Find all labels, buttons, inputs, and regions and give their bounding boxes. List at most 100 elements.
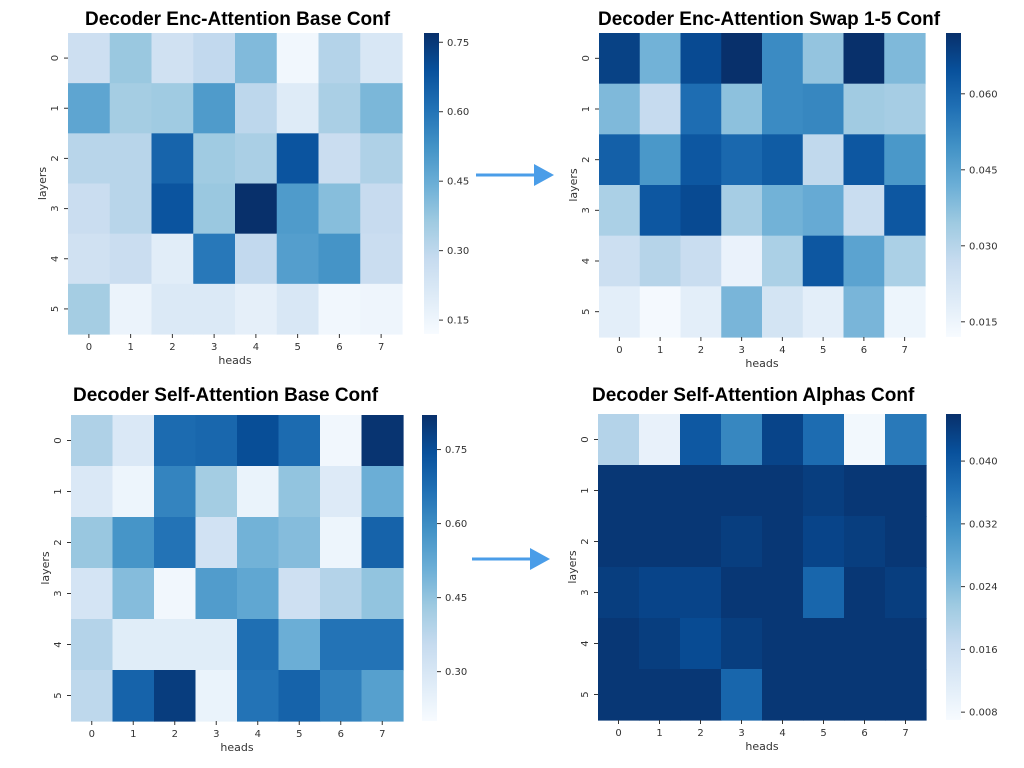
heatmap-cell-r0-c4 (762, 414, 804, 466)
heatmap-cell-r5-c6 (320, 670, 363, 722)
heatmap-cell-r0-c5 (802, 33, 845, 85)
heatmap-cell-r4-c6 (318, 233, 361, 285)
heatmap-cell-r5-c0 (599, 286, 641, 338)
colorbar: 0.15 0.30 0.45 0.60 0.75 (424, 33, 469, 334)
heatmap-cell-r2-c3 (195, 517, 238, 569)
y-axis-label: layers (567, 168, 580, 202)
heatmap-cell-r0-c1 (109, 33, 153, 84)
heatmap-cell-r0-c7 (885, 414, 927, 466)
x-tick-label: 7 (379, 729, 385, 740)
heatmap-cell-r5-c0 (71, 670, 114, 722)
y-tick-label: 5 (581, 308, 592, 314)
heatmap-cell-r5-c4 (762, 286, 804, 338)
heatmap-cell-r0-c3 (721, 33, 763, 85)
colorbar-tick-label: 0.45 (447, 177, 469, 188)
y-tick-label: 2 (50, 155, 61, 161)
heatmap-cell-r5-c1 (109, 283, 153, 335)
heatmap-cell-r4-c0 (599, 235, 641, 287)
heatmap-cell-r1-c3 (193, 83, 236, 134)
heatmap-cell-r0-c1 (639, 33, 682, 85)
x-tick-label: 6 (861, 728, 867, 739)
heatmap-cell-r3-c4 (762, 567, 804, 619)
heatmap-cell-r0-c6 (844, 414, 886, 466)
heatmap-cell-r2-c7 (361, 517, 404, 569)
y-tick-label: 3 (580, 589, 591, 595)
heatmap-cell-r4-c7 (360, 233, 403, 285)
colorbar-tick-label: 0.016 (969, 645, 998, 656)
heatmap-cell-r2-c6 (844, 516, 886, 568)
heatmap-cell-r4-c7 (361, 619, 404, 671)
heatmap-cell-r3-c1 (109, 183, 153, 235)
y-tick-label: 3 (50, 205, 61, 211)
heatmap-cell-r1-c5 (802, 83, 845, 135)
heatmap-cell-r1-c2 (151, 83, 194, 134)
heatmap-cell-r2-c4 (235, 133, 278, 185)
heatmap-cell-r5-c4 (762, 669, 804, 721)
y-tick-label: 5 (580, 691, 591, 697)
heatmap-cell-r5-c2 (680, 286, 722, 338)
x-tick-label: 5 (820, 728, 826, 739)
heatmap-cell-r2-c2 (154, 517, 197, 569)
heatmap-cell-r0-c4 (235, 33, 278, 84)
x-tick-label: 5 (294, 342, 300, 353)
heatmap-cell-r0-c0 (71, 415, 114, 467)
heatmap-cell-r0-c1 (639, 414, 681, 466)
heatmap-cell-r4-c4 (237, 619, 280, 671)
colorbar-tick-label: 0.60 (447, 107, 469, 118)
heatmap-cell-r4-c6 (320, 619, 363, 671)
heatmap-cell-r3-c3 (193, 183, 236, 235)
heatmap-cell-r3-c4 (762, 185, 804, 237)
heatmap-cell-r1-c4 (762, 83, 804, 135)
colorbar-tick-label: 0.008 (969, 708, 998, 719)
heatmap-cell-r2-c0 (71, 517, 114, 569)
y-tick-label: 1 (580, 487, 591, 493)
chart-title-self-base: Decoder Self-Attention Base Conf (73, 385, 379, 406)
heatmap-cell-r4-c3 (195, 619, 238, 671)
heatmap-cell-r3-c0 (599, 185, 641, 237)
heatmap-2: 0 1 2 3 4 5 6 7 0 1 2 3 4 5 heads layers 0.30 0.45 0.60 0.7… (39, 415, 467, 754)
heatmap-cell-r3-c2 (151, 183, 194, 235)
heatmap-cell-r5-c4 (237, 670, 280, 722)
heatmap-cell-r3-c6 (320, 568, 363, 620)
heatmap-cell-r1-c7 (884, 83, 926, 135)
heatmap-cell-r2-c0 (598, 516, 640, 568)
heatmap-cell-r3-c2 (680, 567, 722, 619)
heatmap-cell-r1-c7 (885, 465, 927, 517)
x-tick-label: 1 (657, 345, 663, 356)
heatmap-cell-r2-c6 (318, 133, 361, 185)
heatmap-cell-r3-c5 (276, 183, 320, 235)
heatmap-cell-r5-c5 (802, 286, 845, 338)
heatmap-cell-r5-c4 (235, 283, 278, 335)
x-tick-label: 1 (127, 342, 133, 353)
heatmap-cell-r1-c5 (278, 466, 321, 518)
heatmap-cell-r3-c2 (680, 185, 722, 237)
heatmap-cell-r4-c5 (802, 235, 845, 287)
heatmap-cell-r4-c3 (193, 233, 236, 285)
heatmap-cell-r1-c4 (235, 83, 278, 134)
heatmap-cell-r4-c0 (71, 619, 114, 671)
colorbar-gradient (946, 33, 961, 337)
heatmap-cell-r4-c5 (278, 619, 321, 671)
heatmap-cell-r2-c3 (193, 133, 236, 185)
heatmap-cell-r4-c1 (109, 233, 153, 285)
y-tick-label: 0 (50, 55, 61, 61)
heatmap-cell-r4-c5 (276, 233, 320, 285)
x-axis-label: heads (745, 357, 778, 370)
colorbar-tick-label: 0.75 (445, 445, 467, 456)
heatmap-cell-r5-c5 (278, 670, 321, 722)
colorbar-tick-label: 0.015 (969, 317, 998, 328)
heatmap-cell-r1-c1 (639, 465, 681, 517)
heatmap-cell-r5-c2 (154, 670, 197, 722)
heatmap-1: 0 1 2 3 4 5 6 7 0 1 2 3 4 5 heads layers 0.015 0.030 0.045… (567, 33, 998, 370)
heatmap-cell-r5-c7 (360, 283, 403, 335)
heatmap-cell-r2-c6 (843, 134, 885, 186)
heatmap-cell-r1-c6 (844, 465, 886, 517)
heatmap-cell-r0-c4 (762, 33, 804, 85)
colorbar-gradient (946, 414, 961, 720)
heatmap-cell-r1-c2 (154, 466, 197, 518)
heatmap-cell-r3-c3 (721, 185, 763, 237)
heatmap-cell-r1-c4 (762, 465, 804, 517)
heatmap-cell-r1-c6 (320, 466, 363, 518)
heatmap-cell-r1-c1 (639, 83, 682, 135)
